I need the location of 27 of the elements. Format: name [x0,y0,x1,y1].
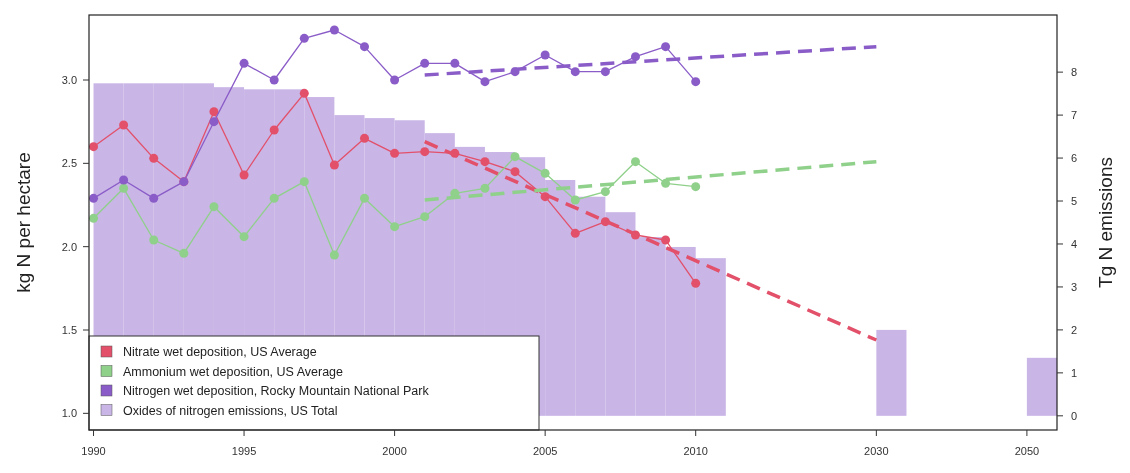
x-tick-label: 2000 [382,445,407,457]
x-tick-label: 1990 [81,445,106,457]
y2-axis-title: Tg N emissions [1095,157,1116,288]
x-tick-label: 2030 [864,445,889,457]
x-tick-label: 2010 [683,445,708,457]
legend-label: Nitrate wet deposition, US Average [123,345,317,359]
y2-tick-label: 4 [1071,237,1078,250]
y2-tick-label: 7 [1071,108,1078,121]
y-tick-label: 3.0 [61,73,77,86]
y2-tick-label: 2 [1071,323,1078,336]
y2-tick-label: 0 [1071,409,1078,422]
legend-label: Ammonium wet deposition, US Average [123,364,344,379]
legend-label: Oxides of nitrogen emissions, US Total [123,403,338,418]
x-tick-label: 1995 [231,445,257,457]
legend-label: Nitrogen wet deposition, Rocky Mountain National Park [123,384,430,398]
y2-tick-label: 3 [1071,280,1078,293]
y-axis-title: kg N per hectare [13,152,34,293]
y2-tick-label: 8 [1071,65,1078,78]
y-tick-label: 2.5 [61,157,77,170]
y2-tick-label: 5 [1071,194,1078,207]
y-tick-label: 2.0 [61,240,77,253]
y2-tick-label: 6 [1071,151,1078,164]
y2-tick-label: 1 [1071,366,1078,379]
x-tick-label: 2050 [1014,445,1040,457]
y-tick-label: 1.5 [61,323,77,336]
x-tick-label: 2005 [532,445,558,457]
y-tick-label: 1.0 [61,407,77,420]
